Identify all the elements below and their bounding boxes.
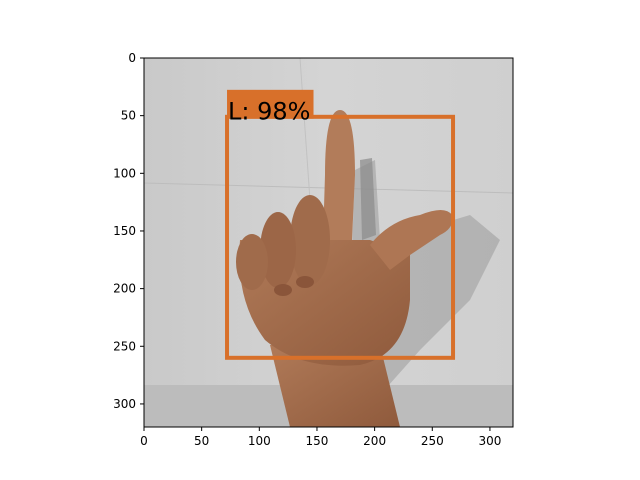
y-tick-label: 150 (113, 224, 136, 238)
hand-icon (236, 110, 453, 427)
x-tick-label: 100 (248, 434, 271, 448)
y-tick-label: 200 (113, 282, 136, 296)
x-tick-label: 50 (194, 434, 209, 448)
x-tick-label: 0 (140, 434, 148, 448)
y-tick-label: 250 (113, 339, 136, 353)
x-tick-label: 300 (478, 434, 501, 448)
detection-overlay: L: 98% (225, 89, 456, 360)
y-tick-label: 300 (113, 397, 136, 411)
x-tick-label: 250 (421, 434, 444, 448)
y-axis: 0 50 100 150 200 250 300 (113, 51, 144, 411)
y-tick-label: 100 (113, 166, 136, 180)
photo (144, 58, 513, 427)
detection-label-background (227, 89, 314, 119)
y-tick-label: 50 (121, 109, 136, 123)
x-tick-label: 150 (306, 434, 329, 448)
y-tick-label: 0 (128, 51, 136, 65)
axes-frame (143, 57, 514, 428)
x-axis: 0 50 100 150 200 250 300 (140, 427, 501, 448)
x-tick-label: 200 (363, 434, 386, 448)
detection-box (225, 114, 456, 360)
detection-label: L: 98% (228, 98, 310, 126)
